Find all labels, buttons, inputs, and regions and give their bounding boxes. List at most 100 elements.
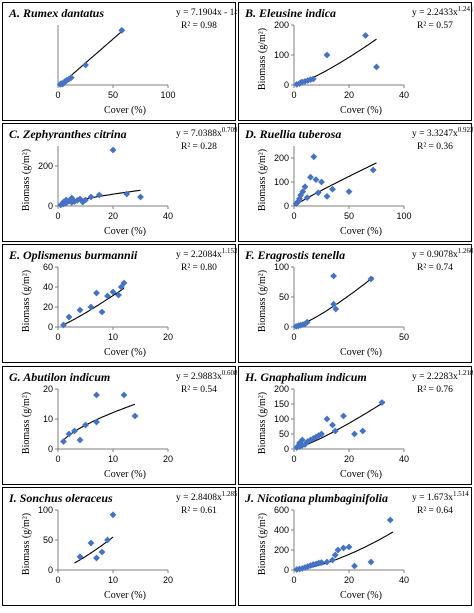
data-point: [104, 536, 111, 544]
y-tick-label: 20: [43, 384, 53, 394]
x-tick-label: 0: [291, 90, 296, 100]
r-squared-label: R² = 0.98: [181, 21, 217, 31]
trend-equation: y = 7.1904x - 14.645: [176, 8, 237, 18]
data-point: [93, 418, 100, 426]
y-tick-label: 20: [43, 302, 53, 312]
y-tick-label: 0: [284, 444, 289, 454]
chart-title: E. Oplismenus burmannii: [8, 248, 138, 262]
y-axis-label: Biomass (g/m²): [257, 270, 268, 332]
x-tick-label: 50: [108, 90, 118, 100]
x-tick-label: 50: [344, 211, 354, 221]
r-squared-label: R² = 0.28: [181, 142, 217, 152]
x-tick-label: 20: [163, 454, 173, 464]
y-tick-label: 0: [48, 322, 53, 332]
trend-equation: y = 2.2283x1.2184: [412, 369, 473, 382]
x-tick-label: 20: [344, 90, 354, 100]
trend-equation: y = 0.9078x1.2604: [412, 247, 473, 260]
data-point: [307, 562, 314, 569]
data-point: [318, 559, 325, 566]
y-tick-label: 0: [284, 565, 289, 575]
trend-equation: y = 2.8408x1.2858: [176, 490, 237, 503]
x-axis-label: Cover (%): [104, 590, 146, 601]
data-point: [323, 415, 331, 423]
r-squared-label: R² = 0.61: [181, 506, 217, 516]
data-point: [109, 511, 117, 519]
scatter-chart-d: D. Ruellia tuberosa y = 3.3247x0.9238 R² =…: [244, 126, 473, 237]
data-point: [329, 421, 336, 429]
data-point: [63, 76, 71, 84]
y-tick-label: 10: [43, 414, 53, 424]
data-point: [60, 438, 67, 445]
x-tick-label: 20: [344, 454, 354, 464]
r-squared-label: R² = 0.74: [417, 263, 453, 273]
y-tick-label: 40: [43, 282, 53, 292]
scatter-chart-i: I. Sonchus oleraceus y = 2.8408x1.2858 R² …: [8, 490, 237, 601]
data-point: [329, 556, 336, 564]
x-tick-label: 0: [291, 454, 296, 464]
data-point: [93, 289, 100, 297]
x-tick-label: 20: [163, 332, 173, 342]
scatter-chart-h: H. Gnaphalium indicum y = 2.2283x1.2184 R²…: [244, 369, 473, 480]
scatter-chart-a: A. Rumex dantatus y = 7.1904x - 14.645 R² …: [8, 6, 237, 116]
data-point: [323, 558, 331, 566]
scatter-chart-j: J. Nicotiana plumbaginifolia y = 1.673x1.…: [244, 490, 469, 601]
x-tick-label: 0: [55, 211, 60, 221]
r-squared-label: R² = 0.57: [417, 21, 453, 31]
r-squared-label: R² = 0.54: [181, 385, 217, 395]
chart-panel-a: A. Rumex dantatus y = 7.1904x - 14.645 R² …: [2, 2, 237, 121]
data-point: [131, 412, 139, 420]
data-point: [109, 146, 117, 154]
data-point: [298, 565, 306, 572]
data-point: [303, 194, 311, 201]
data-point: [330, 300, 337, 308]
y-tick-label: 50: [43, 535, 53, 545]
data-point: [87, 303, 95, 311]
x-tick-label: 10: [108, 454, 118, 464]
x-axis-label: Cover (%): [104, 226, 146, 237]
y-tick-label: 50: [279, 429, 289, 439]
chart-title: I. Sonchus oleraceus: [8, 491, 113, 505]
x-axis-label: Cover (%): [340, 226, 382, 237]
data-point: [137, 193, 144, 201]
data-point: [95, 191, 103, 199]
data-point: [331, 551, 339, 559]
x-tick-label: 40: [399, 90, 409, 100]
y-axis-label: Biomass (g/m²): [257, 149, 268, 211]
data-point: [82, 421, 89, 429]
x-tick-label: 0: [291, 211, 296, 221]
chart-title: G. Abutilon indicum: [9, 370, 110, 384]
chart-panel-h: H. Gnaphalium indicum y = 2.2283x1.2184 R²…: [238, 366, 473, 485]
data-point: [340, 544, 347, 552]
y-tick-label: 0: [48, 565, 53, 575]
x-tick-label: 0: [55, 575, 60, 585]
y-tick-label: 150: [274, 399, 289, 409]
x-axis-label: Cover (%): [340, 105, 382, 116]
data-point: [304, 563, 312, 570]
chart-panel-b: B. Eleusine indica y = 2.2433x1.2412 R² = …: [238, 2, 473, 121]
data-point: [76, 436, 84, 444]
data-point: [104, 292, 111, 300]
x-axis-label: Cover (%): [340, 347, 382, 358]
x-axis-label: Cover (%): [104, 347, 146, 358]
data-point: [299, 188, 307, 195]
data-point: [87, 539, 95, 547]
y-tick-label: 100: [274, 262, 289, 272]
r-squared-label: R² = 0.76: [417, 385, 453, 395]
trend-line: [296, 276, 374, 328]
data-point: [120, 391, 128, 399]
y-tick-label: 200: [274, 153, 289, 163]
data-point: [340, 412, 347, 420]
data-point: [386, 516, 394, 524]
y-tick-label: 0: [284, 80, 289, 90]
trend-equation: y = 1.673x1.514: [412, 490, 469, 503]
data-point: [345, 543, 353, 551]
y-tick-label: 200: [38, 161, 53, 171]
chart-panel-f: F. Eragrostis tenella y = 0.9078x1.2604 R²…: [238, 244, 473, 363]
x-tick-label: 0: [291, 332, 296, 342]
y-tick-label: 200: [274, 384, 289, 394]
data-point: [93, 554, 100, 562]
x-tick-label: 40: [163, 211, 173, 221]
y-axis-label: Biomass (g/m²): [21, 513, 32, 575]
chart-panel-c: C. Zephyranthes citrina y = 7.0388x0.7095…: [2, 123, 237, 242]
